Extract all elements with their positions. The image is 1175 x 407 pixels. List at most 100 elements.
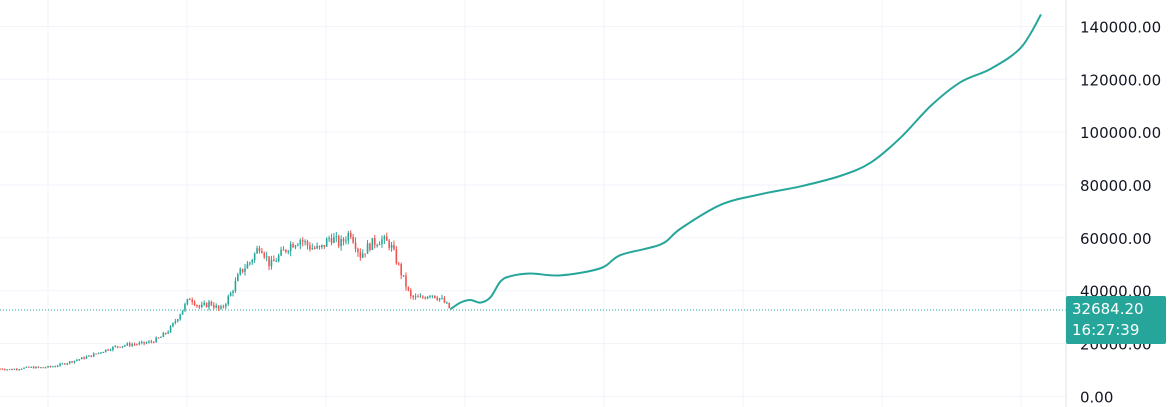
candle-body [88, 355, 90, 357]
candle-body [325, 238, 328, 247]
candle-body [414, 296, 417, 298]
candle-body [237, 274, 239, 281]
candle-body [54, 366, 57, 368]
candle-body [366, 243, 369, 254]
projection-line [449, 14, 1042, 311]
candle-body [249, 262, 251, 264]
candle-body [124, 345, 126, 347]
candle-body [244, 268, 246, 272]
candle-body [405, 275, 407, 288]
candle-body [1, 368, 4, 370]
candle-body [138, 342, 141, 345]
candle-body [133, 344, 136, 346]
candle-body [28, 366, 30, 368]
candle-body [385, 236, 388, 241]
candle-body [109, 349, 112, 351]
candle-body [438, 298, 441, 300]
candle-body [400, 263, 402, 276]
candle-body [229, 292, 232, 297]
candle-body [181, 310, 184, 315]
candle-body [273, 259, 275, 262]
candle-body [359, 251, 362, 258]
candle-body [393, 244, 395, 250]
candle-body [297, 244, 299, 246]
candle-body [196, 305, 198, 307]
candle-body [203, 302, 205, 305]
countdown-timer: 16:27:39 [1072, 321, 1140, 339]
candle-body [289, 243, 292, 252]
candle-body [164, 332, 167, 334]
candle-body [59, 363, 61, 366]
candle-body [191, 299, 193, 302]
candle-body [446, 302, 448, 304]
candle-body [18, 369, 21, 371]
candle-body [390, 244, 393, 248]
candle-body [421, 296, 424, 298]
candle-body [234, 280, 237, 292]
candle-body [198, 305, 201, 308]
candle-body [205, 302, 208, 308]
candle-body [83, 357, 85, 359]
candle-body [241, 268, 244, 272]
y-tick-label: 80000.00 [1080, 177, 1152, 195]
candle-body [172, 322, 174, 327]
candle-body [131, 344, 133, 346]
candle-body [280, 249, 282, 256]
candle-body [270, 259, 273, 267]
candle-body [357, 248, 359, 252]
candle-body [167, 332, 169, 334]
candle-body [49, 366, 52, 368]
candle-body [73, 360, 76, 363]
candle-body [227, 296, 230, 305]
candle-body [352, 236, 354, 243]
candle-body [304, 241, 306, 243]
candle-body [186, 299, 189, 305]
candle-body [251, 260, 254, 263]
candle-body [76, 359, 78, 361]
candle-body [328, 238, 330, 240]
candle-body [225, 304, 227, 307]
candle-body [66, 363, 69, 365]
candle-body [294, 245, 297, 248]
candle-body [210, 301, 213, 306]
candle-body [152, 341, 155, 343]
candle-body [345, 240, 347, 242]
candle-body [52, 366, 54, 368]
candle-body [222, 306, 225, 308]
candle-body [424, 297, 426, 299]
candle-body [64, 363, 66, 365]
y-tick-label: 140000.00 [1080, 18, 1161, 36]
candle-body [157, 337, 160, 339]
candle-body [20, 368, 23, 370]
candle-body [25, 366, 28, 368]
candle-body [40, 367, 42, 369]
candle-body [100, 352, 102, 354]
candle-body [434, 295, 436, 298]
candle-body [188, 299, 191, 301]
candle-body [443, 298, 446, 303]
candle-body [323, 244, 326, 247]
candle-body [441, 298, 443, 300]
candle-body [361, 253, 364, 258]
candle-body [68, 361, 71, 364]
candle-body [369, 243, 371, 250]
candle-body [407, 287, 410, 291]
candle-body [371, 238, 374, 250]
candle-body [265, 256, 268, 258]
y-axis[interactable]: 140000.00 120000.00 100000.00 80000.00 60000… [1080, 18, 1161, 406]
candle-body [316, 246, 318, 249]
candle-body [306, 241, 309, 246]
candle-body [126, 343, 129, 346]
candle-body [292, 243, 294, 248]
candle-body [436, 297, 439, 300]
candle-body [71, 361, 73, 363]
y-tick-label: 100000.00 [1080, 124, 1161, 142]
candle-body [128, 343, 131, 346]
candle-body [263, 253, 266, 258]
candle-body [419, 296, 422, 298]
candle-body [301, 240, 304, 242]
candle-body [256, 248, 258, 254]
candle-body [395, 249, 398, 264]
candle-body [285, 249, 287, 252]
